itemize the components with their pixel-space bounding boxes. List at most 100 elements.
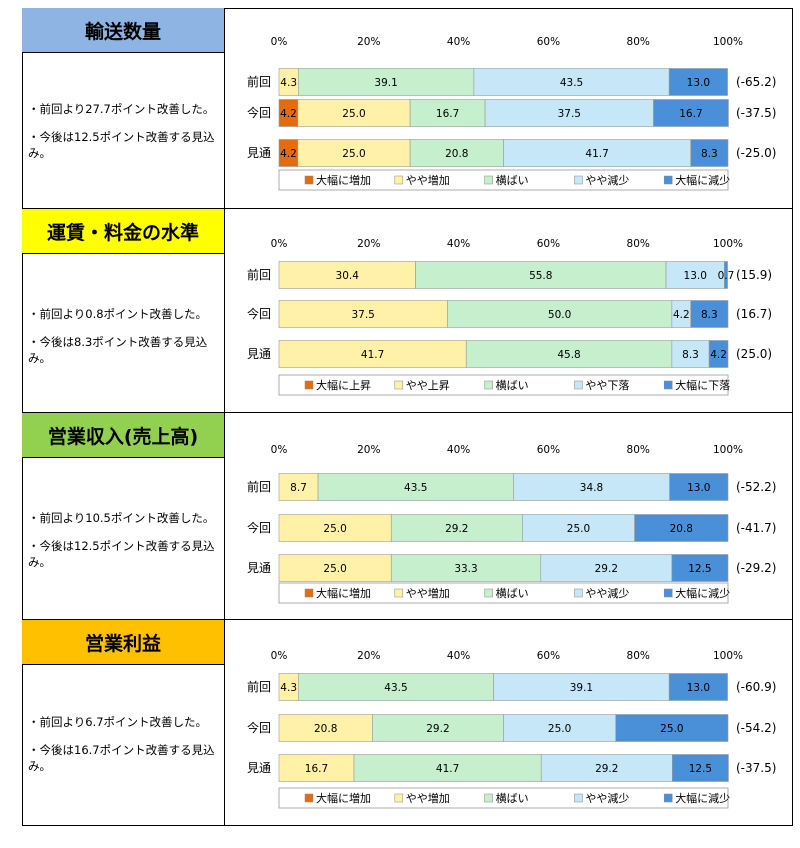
x-tick-label: 0% (271, 444, 288, 456)
bar-segment (669, 473, 729, 501)
note-previous: ・前回より6.7ポイント改善した。 (28, 715, 208, 729)
data-label: 8.3 (701, 309, 718, 321)
di-value: (16.7) (736, 307, 772, 321)
data-label: 39.1 (570, 682, 593, 694)
note-outlook: ・今後は12.5ポイント改善する見込み。 (28, 130, 215, 160)
legend-label: 横ばい (496, 791, 529, 805)
data-label: 8.3 (701, 148, 718, 160)
legend-swatch (304, 793, 314, 803)
x-tick-label: 0% (271, 36, 288, 48)
x-tick-label: 80% (627, 444, 650, 456)
bar-segment (447, 300, 673, 328)
data-label: 30.4 (336, 270, 360, 282)
note-outlook: ・今後は16.7ポイント改善する見込み。 (28, 743, 215, 773)
section-divider (22, 412, 793, 413)
bar-segment (540, 754, 673, 782)
data-label: 12.5 (688, 563, 711, 575)
x-tick-label: 20% (357, 650, 380, 662)
section-operating-profit: 営業利益 ・前回より6.7ポイント改善した。 ・今後は16.7ポイント改善する見… (22, 620, 793, 826)
left-panel: 営業収入(売上高) ・前回より10.5ポイント改善した。 ・今後は12.5ポイン… (22, 413, 225, 619)
bar-segment (668, 68, 728, 96)
data-label: 25.0 (342, 108, 365, 120)
stacked-bar-chart: 0% 20% 40% 60% 80% 100% 前回 30.4 55.8 13.0 0.7 (15.9… (247, 238, 772, 396)
data-label: 13.0 (687, 77, 710, 89)
section-title: 運賃・料金の水準 (22, 209, 224, 254)
section-title-text: 輸送数量 (84, 20, 161, 43)
x-tick-label: 60% (537, 650, 560, 662)
legend-swatch (394, 793, 404, 803)
x-tick-label: 0% (271, 238, 288, 250)
data-label: 16.7 (305, 763, 328, 775)
bar-segment (409, 139, 504, 167)
stacked-bar-chart: 0% 20% 40% 60% 80% 100% 前回 4.3 39.1 43.5 13.0 (-65.… (247, 36, 776, 191)
note-previous: ・前回より27.7ポイント改善した。 (28, 102, 215, 116)
di-value: (-25.0) (736, 146, 776, 160)
section-divider (22, 619, 793, 620)
legend-label: 大幅に減少 (675, 791, 730, 805)
bar-segment (390, 514, 523, 542)
di-value: (-41.7) (736, 521, 776, 535)
section-title: 輸送数量 (22, 8, 224, 53)
legend-swatch (574, 380, 583, 390)
di-value: (-52.2) (736, 480, 776, 494)
data-label: 0.7 (718, 270, 735, 282)
data-label: 16.7 (679, 108, 702, 120)
category-label: 前回 (247, 267, 271, 282)
x-tick-label: 20% (357, 238, 380, 250)
legend-swatch (304, 175, 314, 185)
section-title: 営業収入(売上高) (22, 413, 224, 458)
note-outlook: ・今後は8.3ポイント改善する見込み。 (28, 335, 208, 365)
legend-label: 横ばい (496, 586, 529, 600)
di-value: (-29.2) (736, 561, 776, 575)
x-tick-label: 80% (627, 36, 650, 48)
data-label: 41.7 (436, 763, 459, 775)
legend-label: 横ばい (496, 173, 529, 187)
note-previous: ・前回より10.5ポイント改善した。 (28, 511, 215, 525)
bar-segment (503, 714, 617, 742)
x-tick-label: 60% (537, 238, 560, 250)
legend-label: やや減少 (585, 586, 629, 600)
bar-segment (671, 554, 729, 582)
bar-segment (298, 673, 494, 701)
x-tick-label: 60% (537, 444, 560, 456)
legend-swatch (394, 588, 404, 598)
bar-segment (708, 340, 729, 368)
section-transport-volume: 輸送数量 ・前回より27.7ポイント改善した。 ・今後は12.5ポイント改善する… (22, 8, 793, 208)
data-label: 34.8 (580, 482, 603, 494)
category-label: 前回 (247, 679, 271, 694)
x-tick-label: 40% (447, 444, 470, 456)
legend-label: やや増加 (406, 174, 450, 187)
legend-label: 大幅に増加 (316, 173, 371, 187)
x-tick-label: 40% (447, 36, 470, 48)
category-label: 見通 (247, 761, 271, 775)
section-fare-level: 運賃・料金の水準 ・前回より0.8ポイント改善した。 ・今後は8.3ポイント改善… (22, 209, 793, 412)
data-label: 25.0 (548, 723, 571, 735)
stacked-bar-chart: 0% 20% 40% 60% 80% 100% 前回 4.3 43.5 39.1 13.0 (-60.… (247, 650, 776, 809)
data-label: 43.5 (384, 682, 407, 694)
category-label: 今回 (247, 105, 271, 120)
data-label: 41.7 (585, 148, 608, 160)
bar-segment (724, 261, 728, 289)
section-title-text: 運賃・料金の水準 (46, 221, 199, 244)
bar-segment (415, 261, 667, 289)
category-label: 前回 (247, 479, 271, 494)
note-outlook: ・今後は12.5ポイント改善する見込み。 (28, 539, 215, 569)
data-label: 20.8 (670, 523, 693, 535)
data-label: 50.0 (548, 309, 571, 321)
legend-swatch (663, 380, 673, 390)
data-label: 8.7 (290, 482, 307, 494)
category-label: 見通 (247, 146, 271, 160)
bar-segment (634, 514, 729, 542)
bar-segment (671, 340, 710, 368)
section-title: 営業利益 (22, 620, 224, 665)
category-label: 今回 (247, 306, 271, 321)
category-label: 見通 (247, 561, 271, 575)
di-value: (-37.5) (736, 106, 776, 120)
notes: ・前回より10.5ポイント改善した。 ・今後は12.5ポイント改善する見込み。 (28, 510, 220, 582)
legend-swatch (484, 793, 493, 803)
data-label: 55.8 (529, 270, 552, 282)
note-previous: ・前回より0.8ポイント改善した。 (28, 307, 208, 321)
legend-label: やや上昇 (406, 379, 450, 392)
di-value: (-60.9) (736, 680, 776, 694)
legend-box (278, 582, 729, 604)
